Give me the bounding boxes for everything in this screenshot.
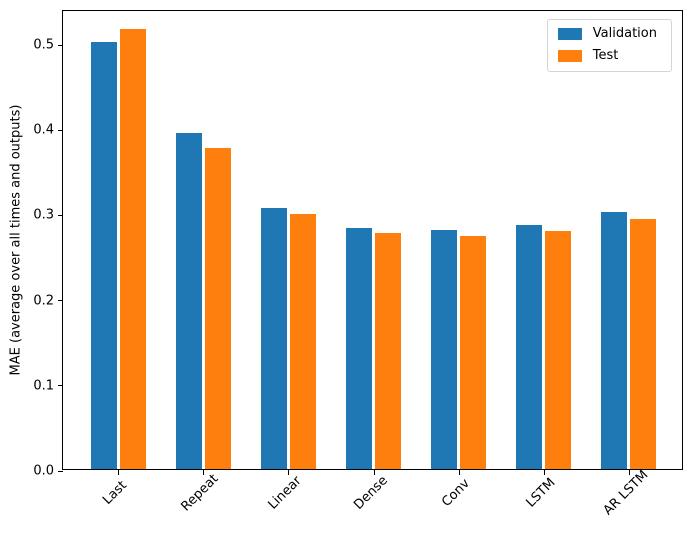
x-tick-label-lstm: LSTM — [522, 475, 559, 511]
x-tick-mark — [288, 470, 290, 475]
bar-test-dense — [375, 233, 401, 469]
y-tick-mark — [58, 214, 63, 216]
x-tick-label-repeat: Repeat — [178, 471, 222, 515]
y-tick-mark — [58, 129, 63, 131]
x-tick-label-last: Last — [100, 478, 131, 508]
x-tick-label-dense: Dense — [350, 473, 391, 513]
legend: Validation Test — [546, 19, 672, 72]
legend-item-validation: Validation — [557, 26, 661, 42]
x-tick-mark — [373, 470, 375, 475]
bar-validation-linear — [261, 208, 287, 469]
legend-swatch-test — [557, 50, 582, 63]
x-tick-mark — [203, 470, 205, 475]
bar-test-ar-lstm — [630, 218, 656, 469]
x-tick-mark — [458, 470, 460, 475]
y-tick-label: 0.1 — [33, 378, 54, 394]
y-tick-label: 0.0 — [33, 463, 54, 479]
bar-validation-ar-lstm — [601, 211, 627, 469]
y-tick-mark — [58, 385, 63, 387]
bar-test-lstm — [545, 231, 571, 469]
y-tick-label: 0.2 — [33, 293, 54, 309]
x-tick-mark — [628, 470, 630, 475]
y-tick-label: 0.3 — [33, 207, 54, 223]
y-tick-label: 0.4 — [33, 122, 54, 138]
y-tick-mark — [58, 300, 63, 302]
x-tick-label-linear: Linear — [265, 473, 306, 513]
bar-test-repeat — [205, 147, 231, 469]
y-tick-label: 0.5 — [33, 37, 54, 53]
y-axis-label: MAE (average over all times and outputs) — [8, 104, 24, 376]
bar-validation-conv — [431, 230, 457, 469]
bar-validation-last — [91, 42, 117, 469]
legend-label-validation: Validation — [592, 26, 657, 41]
bar-validation-lstm — [516, 225, 542, 469]
x-tick-mark — [118, 470, 120, 475]
legend-item-test: Test — [557, 47, 661, 64]
y-tick-mark — [58, 470, 63, 472]
bar-test-last — [120, 29, 146, 469]
y-tick-mark — [58, 44, 63, 46]
x-tick-label-conv: Conv — [438, 476, 473, 510]
legend-label-test: Test — [592, 47, 619, 63]
plot-area: 0.0 0.1 0.2 0.3 0.4 0.5 Last Repeat Linear Dense C… — [33, 10, 683, 518]
legend-swatch-validation — [557, 28, 582, 41]
bar-test-conv — [460, 235, 486, 469]
bar-validation-dense — [346, 227, 372, 469]
bar-test-linear — [290, 214, 316, 469]
x-tick-mark — [543, 470, 545, 475]
bar-validation-repeat — [176, 132, 202, 469]
x-tick-label-ar-lstm: AR LSTM — [600, 467, 651, 519]
